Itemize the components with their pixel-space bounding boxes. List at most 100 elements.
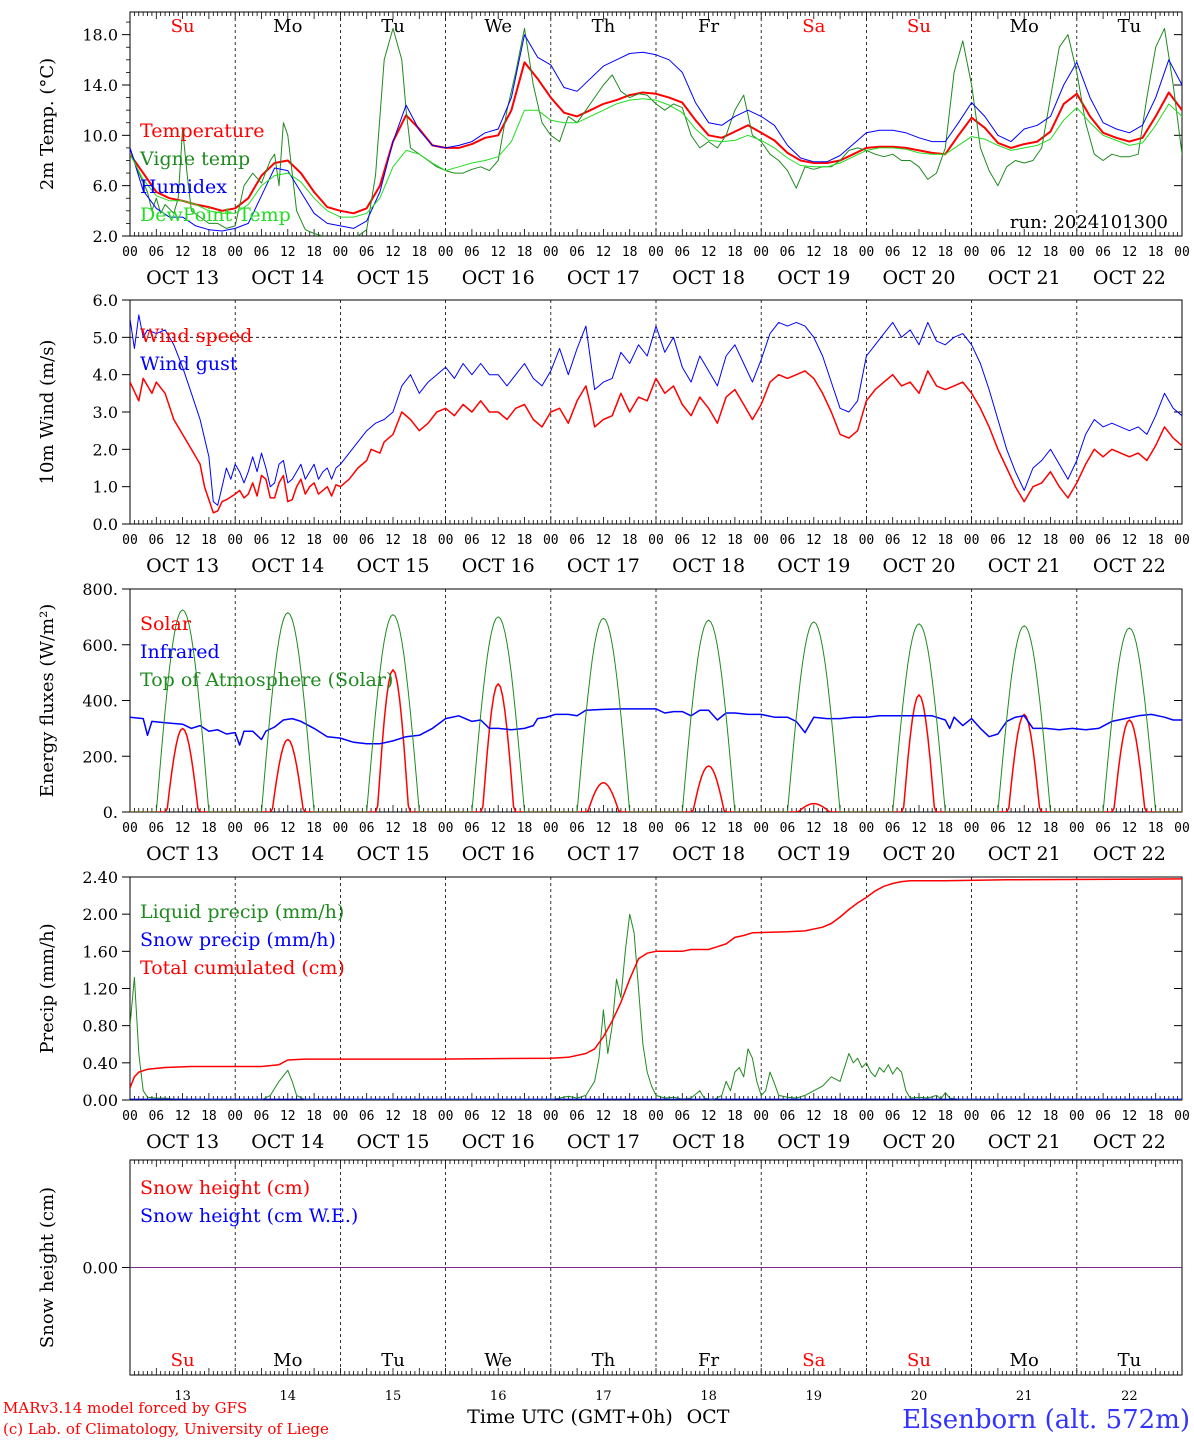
hour-label: 00 <box>1069 1109 1085 1124</box>
hour-label: 00 <box>859 533 875 548</box>
hour-label: 18 <box>1148 245 1164 260</box>
hour-label: 12 <box>911 533 927 548</box>
date-label: OCT 21 <box>988 555 1061 577</box>
hour-label: 06 <box>569 821 585 836</box>
weekday-label: Th <box>592 16 616 37</box>
hour-label: 12 <box>280 245 296 260</box>
weekday-label: Tu <box>381 1350 405 1371</box>
hour-label: 06 <box>885 533 901 548</box>
hour-label: 18 <box>832 245 848 260</box>
hour-label: 18 <box>306 1109 322 1124</box>
hour-label: 00 <box>122 245 138 260</box>
hour-label: 12 <box>1122 821 1138 836</box>
hour-label: 18 <box>517 245 533 260</box>
hour-label: 00 <box>1069 245 1085 260</box>
series-line <box>130 34 1182 232</box>
hour-label: 00 <box>122 533 138 548</box>
hour-label: 12 <box>596 245 612 260</box>
date-label: OCT 20 <box>882 555 955 577</box>
weekday-label: Fr <box>698 1350 719 1371</box>
weekday-label: Su <box>171 16 195 37</box>
hour-label: 12 <box>175 245 191 260</box>
hour-label: 06 <box>780 1109 796 1124</box>
hour-label: 18 <box>832 1109 848 1124</box>
hour-label: 00 <box>333 821 349 836</box>
series-line <box>130 609 1182 812</box>
hour-label: 18 <box>1043 1109 1059 1124</box>
hour-label: 18 <box>727 245 743 260</box>
hour-label: 12 <box>175 821 191 836</box>
hour-label: 06 <box>674 1109 690 1124</box>
hour-label: 18 <box>411 1109 427 1124</box>
hour-label: 12 <box>490 245 506 260</box>
weekday-label: We <box>484 1350 512 1371</box>
hour-label: 12 <box>1122 533 1138 548</box>
hour-label: 18 <box>517 821 533 836</box>
weekday-label: Mo <box>273 1350 302 1371</box>
weekday-label: Tu <box>1118 1350 1142 1371</box>
hour-label: 18 <box>411 245 427 260</box>
day-number-label: 19 <box>806 1389 823 1404</box>
date-label: OCT 18 <box>672 843 745 865</box>
series-line <box>130 878 1182 1089</box>
hour-label: 00 <box>227 1109 243 1124</box>
legend-entry: Wind speed <box>140 325 252 347</box>
weekday-label: Sa <box>802 16 825 37</box>
hour-label: 06 <box>674 245 690 260</box>
y-tick-label: 2.0 <box>93 227 118 246</box>
date-label: OCT 13 <box>146 1131 219 1153</box>
hour-label: 00 <box>753 533 769 548</box>
hour-label: 00 <box>1069 821 1085 836</box>
hour-label: 18 <box>622 821 638 836</box>
hour-label: 06 <box>569 533 585 548</box>
legend-entry: Snow precip (mm/h) <box>140 929 336 951</box>
y-tick-label: 400. <box>82 692 118 711</box>
legend-entry: DewPoint Temp <box>140 204 291 226</box>
y-axis-label: Energy fluxes (W/m²) <box>37 604 58 798</box>
hour-label: 18 <box>832 533 848 548</box>
hour-label: 12 <box>806 533 822 548</box>
date-label: OCT 15 <box>356 1131 429 1153</box>
hour-label: 00 <box>543 1109 559 1124</box>
hour-label: 18 <box>1148 821 1164 836</box>
hour-label: 18 <box>411 533 427 548</box>
hour-label: 18 <box>832 821 848 836</box>
hour-label: 06 <box>885 1109 901 1124</box>
hour-label: 18 <box>622 1109 638 1124</box>
hour-label: 18 <box>622 533 638 548</box>
day-number-label: 16 <box>490 1389 507 1404</box>
y-tick-label: 10.0 <box>82 126 118 145</box>
y-axis-label: 10m Wind (m/s) <box>37 340 58 485</box>
hour-label: 00 <box>122 1109 138 1124</box>
date-label: OCT 21 <box>988 1131 1061 1153</box>
y-tick-label: 0.40 <box>82 1054 118 1073</box>
hour-label: 00 <box>1174 533 1190 548</box>
legend-entry: Wind gust <box>140 353 238 375</box>
y-tick-label: 2.0 <box>93 440 118 459</box>
hour-label: 18 <box>937 1109 953 1124</box>
hour-label: 06 <box>148 1109 164 1124</box>
hour-label: 18 <box>937 245 953 260</box>
weekday-label: Su <box>907 16 931 37</box>
hour-label: 12 <box>911 1109 927 1124</box>
hour-label: 00 <box>438 245 454 260</box>
hour-label: 06 <box>990 821 1006 836</box>
hour-label: 12 <box>1016 533 1032 548</box>
hour-label: 00 <box>333 1109 349 1124</box>
hour-label: 06 <box>1095 533 1111 548</box>
y-tick-label: 3.0 <box>93 403 118 422</box>
hour-label: 18 <box>517 1109 533 1124</box>
date-label: OCT 14 <box>251 555 324 577</box>
date-label: OCT 13 <box>146 843 219 865</box>
hour-label: 06 <box>990 533 1006 548</box>
hour-label: 00 <box>1069 533 1085 548</box>
date-label: OCT 20 <box>882 843 955 865</box>
date-label: OCT 19 <box>777 843 850 865</box>
weekday-label: Th <box>592 1350 616 1371</box>
hour-label: 00 <box>227 821 243 836</box>
date-label: OCT 15 <box>356 555 429 577</box>
y-tick-label: 5.0 <box>93 328 118 347</box>
series-line <box>130 61 1182 215</box>
hour-label: 00 <box>648 821 664 836</box>
y-tick-label: 6.0 <box>93 177 118 196</box>
